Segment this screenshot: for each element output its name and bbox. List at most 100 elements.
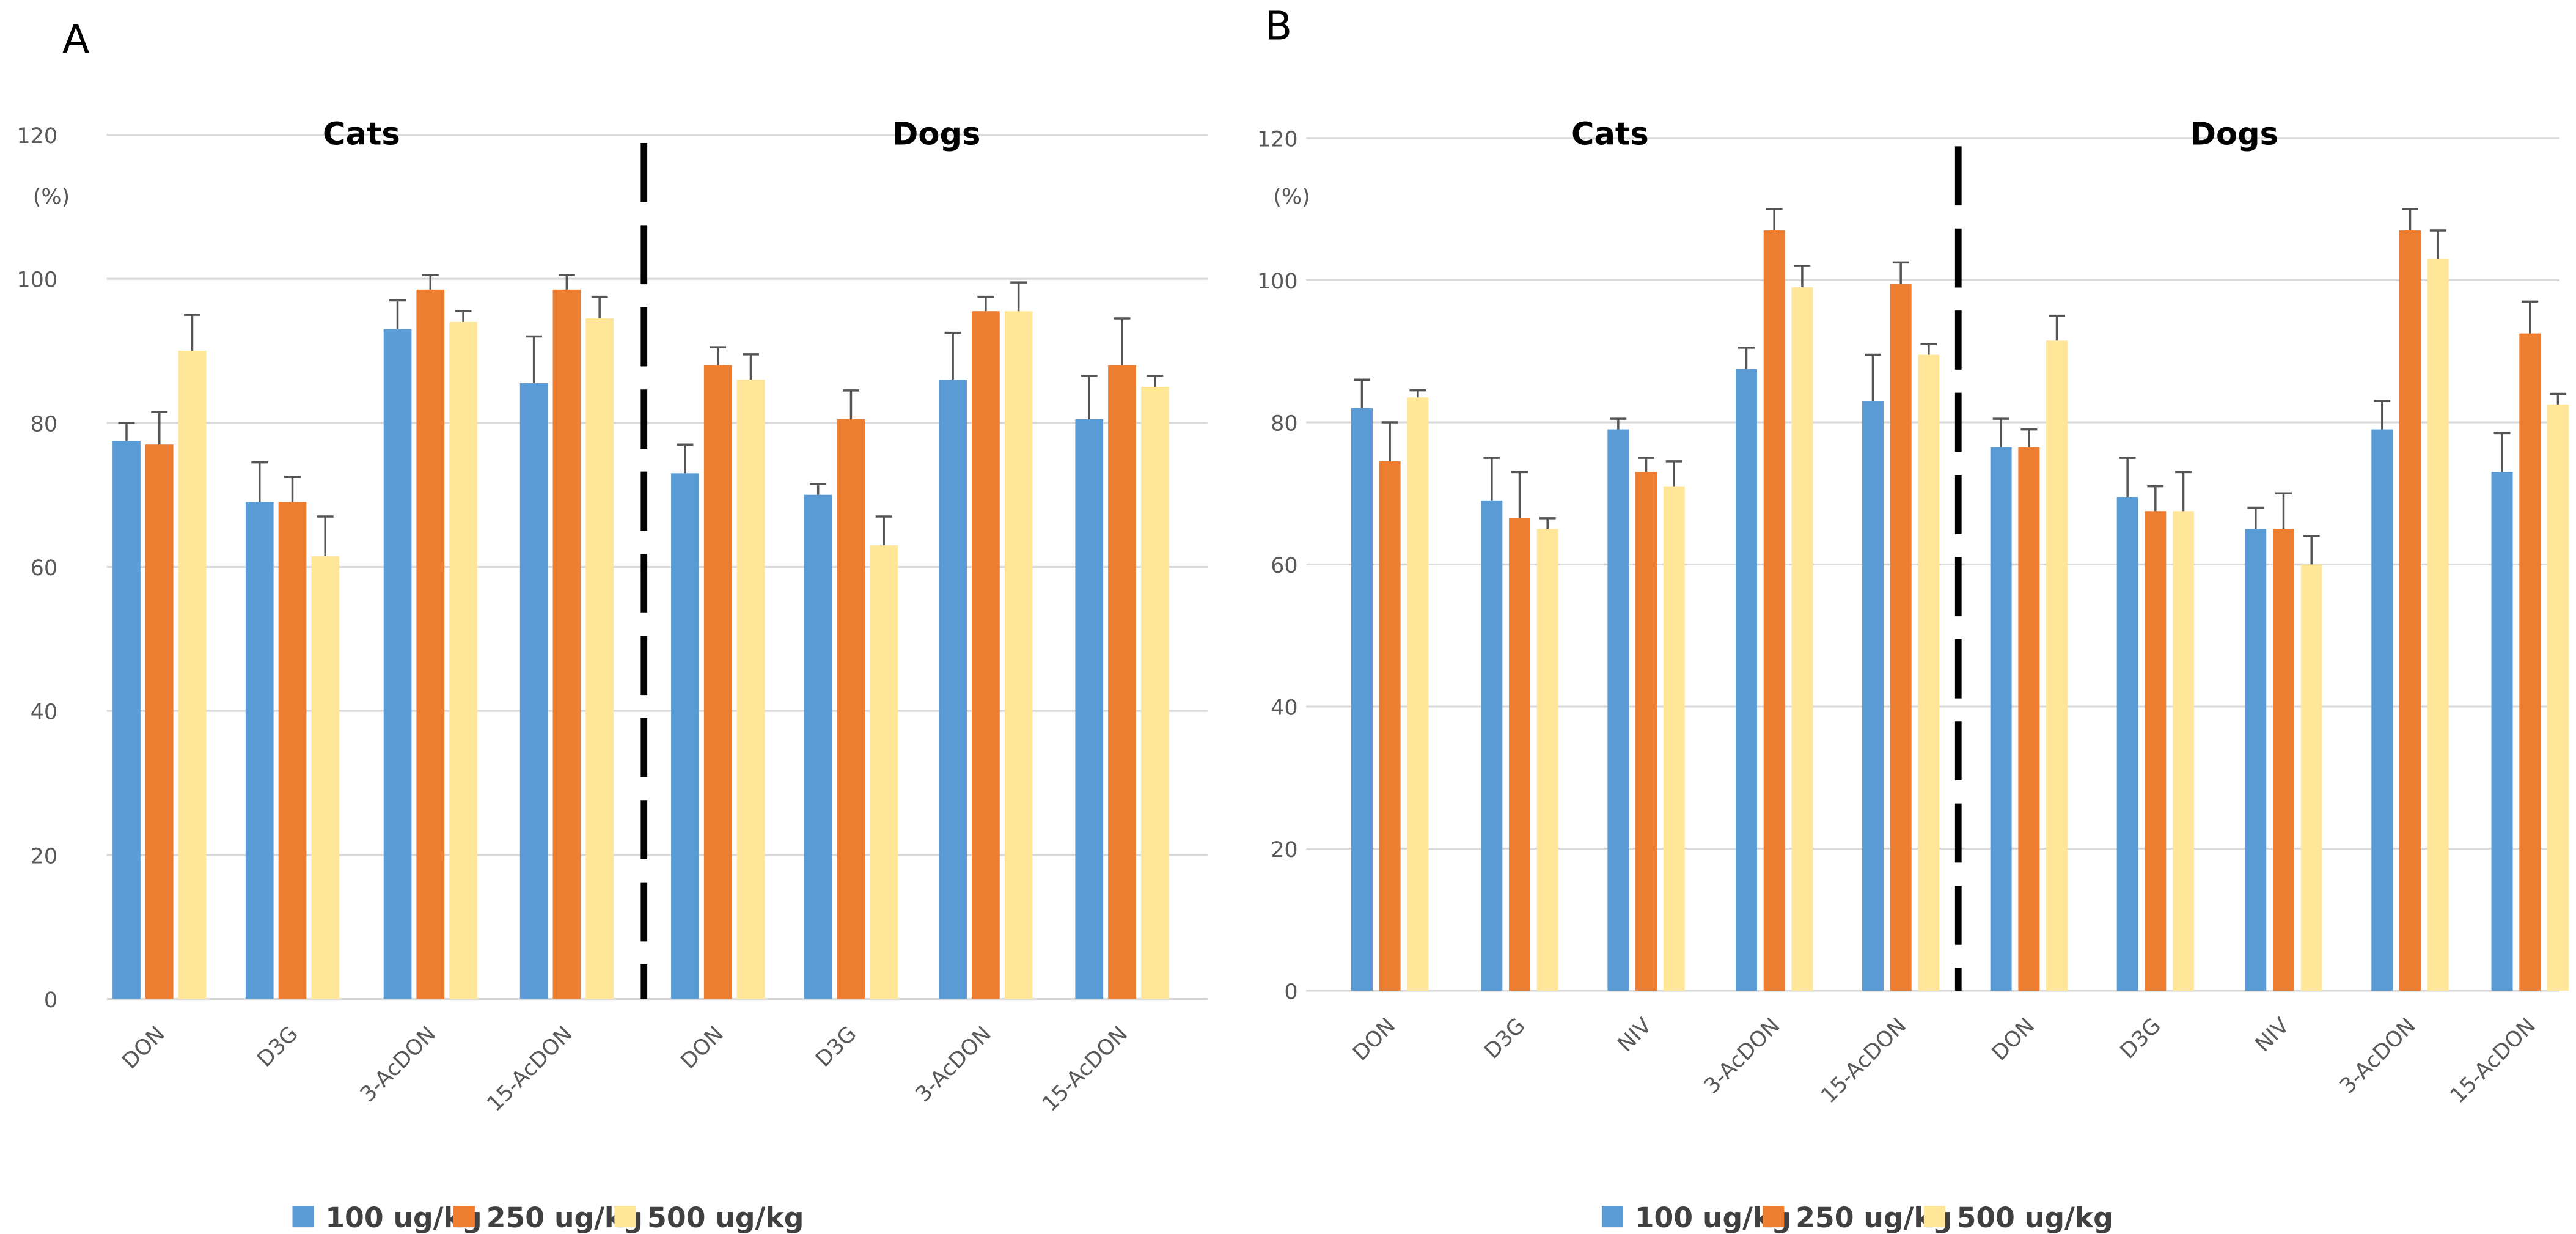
- bar: [1407, 397, 1429, 991]
- bar: [1990, 447, 2012, 991]
- bar: [2491, 472, 2513, 991]
- bar: [1140, 386, 1169, 999]
- group-label-cats: Cats: [1571, 117, 1649, 153]
- bar: [1607, 429, 1629, 991]
- bar: [2371, 429, 2393, 991]
- bar: [2173, 511, 2195, 991]
- bar: [112, 441, 141, 999]
- bar: [837, 419, 865, 999]
- bar: [585, 318, 614, 999]
- y-tick-label: 100: [17, 268, 57, 293]
- chart-panel-A: A (%) 0 20 40 60 80 100 120 Cats Dogs DON D3G 3-AcDON…: [17, 17, 1208, 1234]
- bar: [416, 289, 445, 999]
- bar: [178, 351, 207, 999]
- bar: [1918, 354, 1940, 991]
- legend-swatch: [614, 1206, 636, 1228]
- bar: [1509, 518, 1531, 991]
- x-tick-label: D3G: [811, 1022, 861, 1072]
- x-tick-label: D3G: [2116, 1013, 2166, 1063]
- y-tick-label: 0: [1284, 980, 1297, 1004]
- x-tick-label: 3-AcDON: [356, 1022, 441, 1107]
- x-tick-label: DON: [1348, 1013, 1400, 1065]
- x-tick-label: NIV: [2251, 1013, 2294, 1057]
- bar: [1481, 500, 1503, 991]
- x-tick-label: D3G: [252, 1022, 303, 1072]
- bar: [1763, 230, 1785, 991]
- panel-label: B: [1265, 4, 1292, 50]
- x-tick-label: NIV: [1613, 1013, 1657, 1057]
- bar: [1791, 287, 1813, 991]
- bar: [1075, 419, 1104, 999]
- y-tick-label: 120: [17, 124, 57, 149]
- legend-entry: 500 ug/kg: [647, 1202, 804, 1234]
- bar: [2018, 447, 2040, 991]
- bar: [736, 380, 765, 999]
- y-tick-label: 40: [31, 700, 57, 725]
- y-axis-label: (%): [33, 185, 70, 209]
- bar: [311, 556, 340, 999]
- bar: [2273, 529, 2294, 991]
- y-axis-label: (%): [1273, 185, 1310, 209]
- bar: [671, 473, 699, 999]
- y-tick-label: 60: [1271, 554, 1297, 578]
- panel-label: A: [62, 17, 89, 62]
- bar: [2046, 340, 2068, 991]
- bar: [1736, 369, 1757, 991]
- y-tick-label: 60: [31, 556, 57, 581]
- y-tick-label: 100: [1257, 270, 1298, 294]
- x-tick-label: 15-AcDON: [1038, 1022, 1132, 1117]
- bar: [383, 329, 412, 999]
- bar: [2519, 333, 2541, 991]
- y-tick-label: 80: [31, 412, 57, 436]
- bar: [449, 321, 477, 999]
- bar: [2116, 497, 2138, 991]
- bar: [1351, 408, 1373, 991]
- bar: [552, 289, 581, 999]
- bar: [2145, 511, 2167, 991]
- bar: [1890, 284, 1912, 991]
- group-label-cats: Cats: [323, 117, 400, 153]
- bar: [278, 502, 307, 999]
- bar: [245, 502, 274, 999]
- bar: [2547, 404, 2569, 991]
- x-tick-label: 15-AcDON: [482, 1022, 577, 1117]
- legend-entry: 500 ug/kg: [1957, 1202, 2113, 1234]
- bar: [2399, 230, 2421, 991]
- x-tick-label: DON: [118, 1022, 170, 1074]
- x-tick-label: 3-AcDON: [2335, 1013, 2420, 1098]
- group-label-dogs: Dogs: [892, 117, 980, 153]
- bar: [1663, 486, 1685, 991]
- y-tick-label: 20: [1271, 838, 1297, 862]
- bar: [939, 380, 967, 999]
- x-tick-label: 15-AcDON: [2446, 1013, 2541, 1108]
- group-label-dogs: Dogs: [2190, 117, 2278, 153]
- y-tick-label: 80: [1271, 411, 1297, 436]
- y-tick-label: 0: [44, 988, 57, 1013]
- x-tick-label: 3-AcDON: [1700, 1013, 1785, 1098]
- legend-swatch: [1601, 1206, 1623, 1228]
- y-tick-label: 40: [1271, 696, 1297, 720]
- bar: [1536, 529, 1558, 991]
- bar: [972, 311, 1000, 999]
- bar: [1635, 472, 1657, 991]
- bar: [519, 383, 548, 999]
- legend-swatch: [1763, 1206, 1785, 1228]
- y-tick-label: 20: [31, 844, 57, 869]
- bar: [1004, 311, 1033, 999]
- legend-swatch: [292, 1206, 314, 1228]
- legend-swatch: [453, 1206, 475, 1228]
- x-tick-label: DON: [1987, 1013, 2039, 1065]
- bar: [703, 365, 732, 999]
- bar: [2300, 564, 2322, 991]
- bar: [2427, 259, 2449, 991]
- legend-swatch: [1923, 1206, 1945, 1228]
- x-tick-label: 15-AcDON: [1816, 1013, 1911, 1108]
- bar: [1862, 401, 1884, 991]
- chart-panel-B: B (%) 0 20 40 60 80 100 120 Cats Dogs DON D3G NIV 3-Ac…: [1257, 4, 2569, 1234]
- bar: [1108, 365, 1136, 999]
- bar: [2245, 529, 2267, 991]
- bar: [870, 545, 898, 999]
- y-tick-label: 120: [1257, 127, 1298, 152]
- bar: [1379, 461, 1401, 991]
